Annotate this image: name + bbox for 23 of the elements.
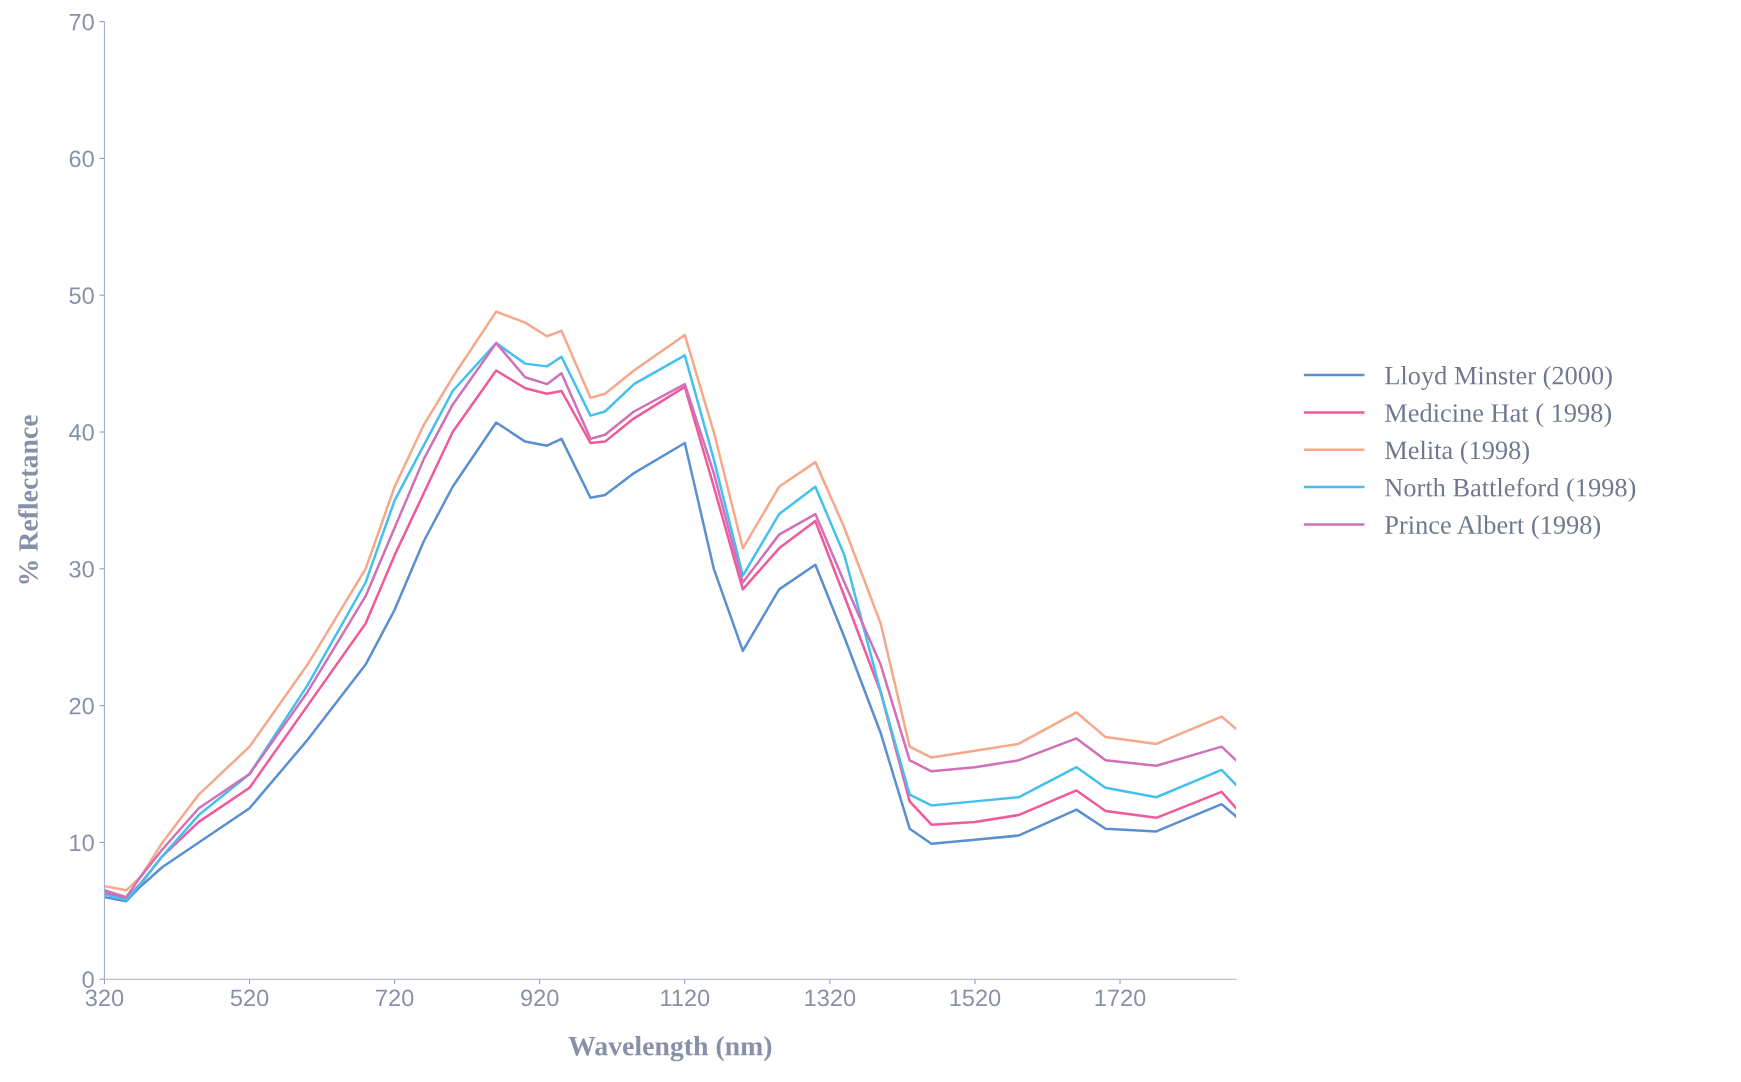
legend-label: Prince Albert (1998) [1385, 515, 1601, 540]
y-tick-label: 50 [69, 287, 94, 305]
y-tick-label: 40 [69, 424, 94, 441]
x-tick-label: 520 [230, 989, 269, 1007]
x-tick-label: 1120 [661, 989, 710, 1007]
legend-label: Medicine Hat ( 1998) [1385, 403, 1612, 428]
y-tick-label: 20 [69, 697, 94, 715]
x-axis-title: Wavelength (nm) [568, 1035, 772, 1062]
y-tick-label: 30 [69, 560, 94, 578]
legend-label: Lloyd Minster (2000) [1385, 366, 1612, 390]
y-tick-label: 60 [69, 150, 94, 168]
x-tick-label: 1520 [950, 989, 1001, 1007]
y-axis-title: % Reflectance [18, 415, 38, 584]
legend-label: North Battleford (1998) [1385, 477, 1636, 502]
x-tick-label: 1320 [805, 989, 856, 1007]
x-tick-label: 920 [521, 989, 559, 1007]
y-tick-label: 10 [70, 834, 94, 852]
legend-label: Melita (1998) [1385, 440, 1529, 465]
y-tick-label: 0 [82, 971, 94, 988]
x-tick-label: 1720 [1095, 989, 1146, 1007]
y-tick-label: 70 [69, 13, 94, 31]
x-tick-label: 720 [376, 989, 414, 1007]
x-tick-label: 320 [85, 989, 124, 1007]
